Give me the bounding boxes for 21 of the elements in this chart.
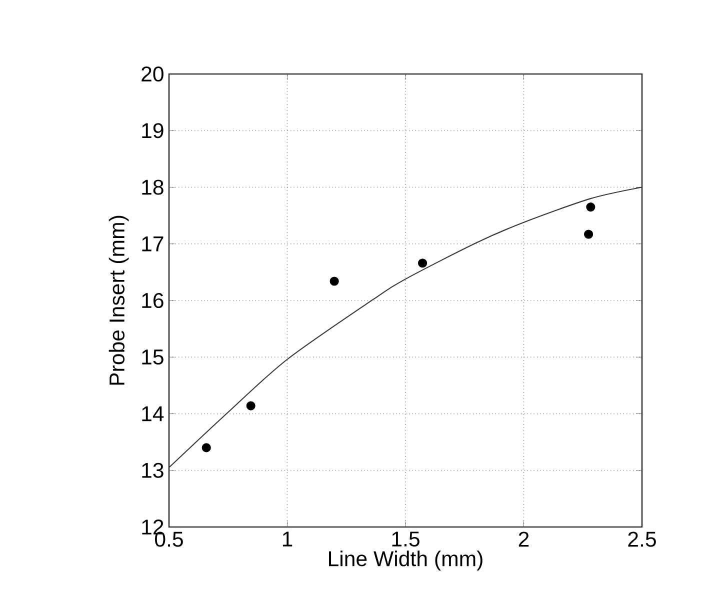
point (246, 401, 256, 410)
point (586, 202, 596, 212)
y-tick-label: 20 (142, 66, 164, 82)
y-tick-label: 16 (142, 292, 164, 308)
x-tick-label: 2 (518, 532, 529, 547)
x-tick-label: 1 (282, 532, 292, 546)
y-tick-label: 14 (142, 406, 164, 422)
point (584, 230, 594, 239)
x-tick-label: 1.5 (392, 532, 420, 547)
line-series (169, 186, 642, 468)
y-axis-title: Probe Insert (mm) (108, 216, 129, 385)
x-tick-label: 2.5 (628, 532, 656, 547)
y-tick-label: 15 (142, 350, 164, 365)
point (330, 276, 339, 286)
y-tick-label: 19 (142, 123, 164, 138)
y-tick-label: 13 (142, 462, 164, 478)
point (202, 443, 211, 452)
y-tick-label: 18 (142, 180, 164, 195)
x-axis-title: Line Width (mm) (329, 550, 482, 570)
point (418, 258, 428, 268)
y-tick-label: 17 (142, 236, 164, 252)
